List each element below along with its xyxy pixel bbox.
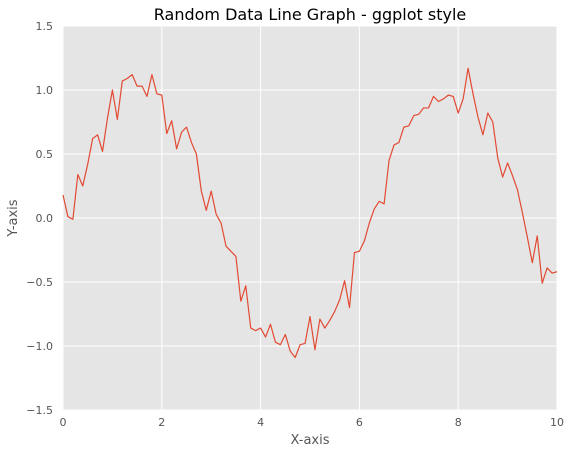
x-tick-label: 6 — [356, 416, 363, 429]
x-tick-label: 10 — [550, 416, 564, 429]
series-layer — [62, 67, 558, 359]
y-tick-label: 1.5 — [36, 20, 54, 33]
grid-lines — [62, 25, 558, 411]
x-axis-label: X-axis — [291, 433, 330, 448]
y-tick-label: −1.0 — [26, 340, 53, 353]
series-line — [62, 67, 558, 359]
y-tick-label: −1.5 — [26, 404, 53, 417]
x-tick-label: 4 — [257, 416, 264, 429]
y-tick-label: 0.0 — [36, 212, 54, 225]
y-tick-label: 1.0 — [36, 84, 54, 97]
y-axis-label: Y-axis — [6, 199, 21, 237]
x-tick-label: 8 — [455, 416, 462, 429]
x-tick-label: 2 — [158, 416, 165, 429]
tick-labels: 0 2 4 6 8 10 −1.5 −1.0 −0.5 0.0 0.5 1.0 1.5 — [26, 20, 564, 429]
y-tick-label: −0.5 — [26, 276, 53, 289]
y-tick-label: 0.5 — [36, 148, 54, 161]
chart-title: Random Data Line Graph - ggplot style — [154, 5, 467, 24]
x-tick-label: 0 — [60, 416, 67, 429]
